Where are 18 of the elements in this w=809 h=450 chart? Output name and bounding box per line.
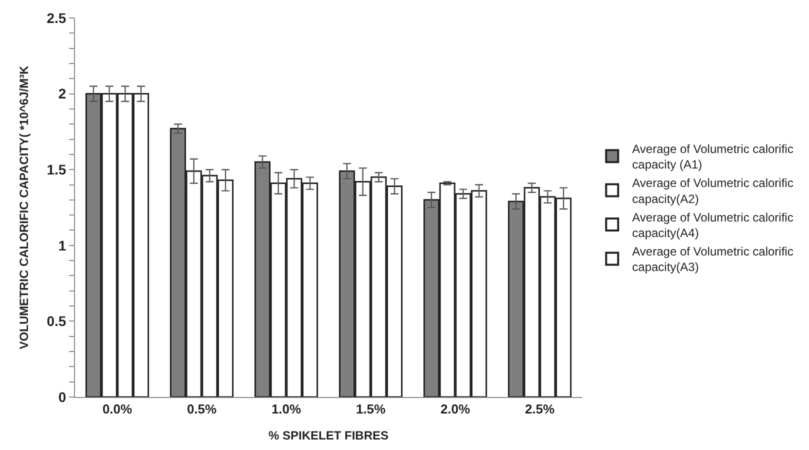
y-tick-label: 0.5 [46,313,66,330]
x-axis-title: % SPIKELET FIBRES [268,428,389,442]
y-tick-label: 0 [58,388,66,405]
legend-label: Average of Volumetric calorific capacity(A3) [632,244,794,274]
y-tick-label: 1.5 [46,162,66,178]
legend-label: Average of Volumetric calorific capacity(A4) [632,210,794,240]
y-tick-label: 2 [58,86,66,102]
x-tick-label: 0.5% [186,402,217,417]
x-tick-label: 1.0% [271,402,302,417]
legend-label: Average of Volumetric calorific capacity(A2) [632,176,794,206]
x-tick-label: 1.5% [356,402,386,417]
x-tick-label: 2.0% [440,402,470,417]
y-tick-label: 1 [58,237,66,254]
x-tick-label: 2.5% [524,402,555,417]
x-tick-label: 0.0% [102,402,132,417]
legend-label: Average of Volumetric calorific capacity (A1) [632,142,794,172]
y-tick-label: 2.5 [46,10,66,26]
y-axis-title: VOLUMETRIC CALORIFIC CAPACITY( *10^6J/M³K [17,65,32,350]
